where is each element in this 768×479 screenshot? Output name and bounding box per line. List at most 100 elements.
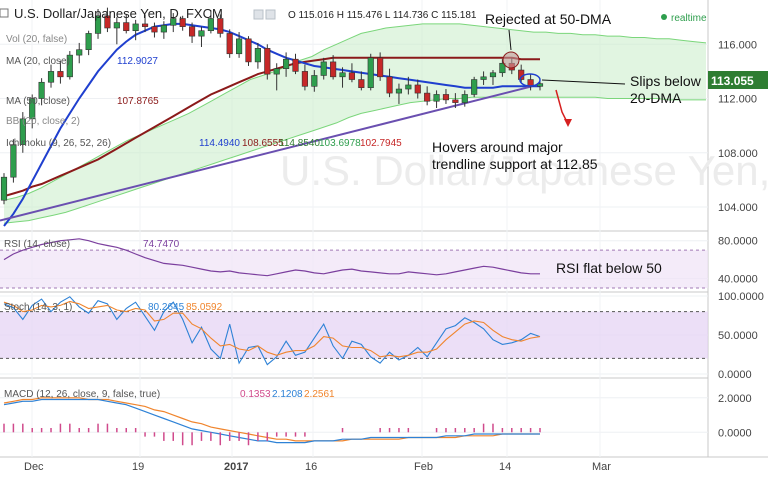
- x-tick-label: Dec: [24, 461, 44, 473]
- candle-body: [405, 84, 412, 90]
- x-tick-label: 16: [305, 461, 317, 473]
- stoch-k-line: [3, 296, 541, 366]
- settings-icon[interactable]: [253, 9, 264, 20]
- ichimoku-span-b: [3, 96, 706, 224]
- candle-body: [320, 61, 327, 76]
- close-icon[interactable]: [265, 9, 276, 20]
- ma50-value: 107.8765: [117, 96, 159, 107]
- realtime-dot-icon: [661, 14, 667, 20]
- candle-body: [301, 71, 308, 87]
- candle-body: [433, 94, 440, 102]
- macd-line: [3, 398, 540, 444]
- annotation-slips-2: 20-DMA: [630, 90, 682, 106]
- y-tick-label: 108.000: [718, 148, 758, 160]
- candle-body: [179, 18, 186, 27]
- candle-body: [245, 38, 252, 63]
- y-tick-label: 80.0000: [718, 236, 758, 248]
- candle-body: [424, 92, 431, 102]
- y-tick-label: 40.0000: [718, 274, 758, 286]
- candle-body: [10, 144, 17, 178]
- indicator-lines: [0, 22, 540, 227]
- ma20-legend: MA (20, close): [6, 56, 70, 67]
- y-tick-label: 116.000: [718, 39, 757, 51]
- trendline: [0, 85, 533, 222]
- annotation-slips-1: Slips below: [630, 73, 702, 89]
- annotation-arrow: [541, 79, 626, 85]
- stoch-band-fill: [0, 311, 708, 359]
- rejection-highlight-circle: [502, 51, 520, 69]
- candle-body: [452, 99, 459, 103]
- candle-body: [358, 79, 365, 88]
- ichimoku-value-1: 114.4940: [199, 138, 240, 149]
- candle-body: [170, 18, 177, 26]
- candle-body: [330, 61, 337, 78]
- candle-body: [217, 18, 224, 34]
- ma20-line: [3, 22, 540, 227]
- ohlc-values: O 115.016 H 115.476 L 114.736 C 115.181: [288, 10, 477, 21]
- x-axis-ticks: Dec 19 2017 16 Feb 14 Mar: [24, 461, 611, 473]
- annotation-rejected: Rejected at 50-DMA: [485, 11, 612, 27]
- y-tick-label: 104.000: [718, 202, 758, 214]
- candle-body: [113, 22, 120, 29]
- candle-body: [273, 68, 280, 75]
- candle-body: [226, 33, 233, 55]
- x-tick-label: Mar: [592, 461, 611, 473]
- candle-body: [47, 71, 55, 83]
- candle-body: [207, 18, 214, 32]
- realtime-label: realtime: [671, 13, 707, 24]
- annotation-hovers-2: trendline support at 112.85: [432, 156, 598, 172]
- candle-body: [395, 88, 403, 94]
- collapse-icon[interactable]: [0, 8, 9, 18]
- ichimoku-value-5: 102.7945: [360, 138, 402, 149]
- ichimoku-value-2: 108.6555: [242, 138, 284, 149]
- symbol-watermark: U.S. Dollar/Japanese Yen, D, FXCM: [280, 147, 768, 194]
- price-badge-value: 113.055: [711, 74, 754, 88]
- macd-signal-value: 2.2561: [304, 389, 335, 400]
- x-tick-label: 2017: [224, 461, 248, 473]
- ichimoku-span-a: [3, 23, 707, 201]
- stoch-d-line: [3, 300, 541, 358]
- bb-legend: BB (20, close, 2): [6, 116, 80, 127]
- x-tick-label: 19: [132, 461, 144, 473]
- ma20-value: 112.9027: [117, 56, 158, 67]
- candle-body: [264, 48, 271, 75]
- y-tick-label: 0.0000: [718, 427, 752, 439]
- header-toolbar-icons[interactable]: [253, 9, 276, 20]
- panel-frames: [0, 0, 768, 458]
- candle-body: [66, 54, 73, 78]
- candle-body: [151, 26, 158, 33]
- x-tick-label: Feb: [414, 461, 433, 473]
- candle-body: [160, 24, 167, 33]
- candle-body: [461, 94, 468, 103]
- candle-body: [367, 57, 374, 88]
- y-tick-label: 100.0000: [718, 291, 764, 303]
- x-tick-label: 14: [499, 461, 511, 473]
- symbol-title: U.S. Dollar/Japanese Yen, D, FXCM: [14, 6, 223, 21]
- macd-histogram: [3, 423, 541, 446]
- candle-body: [141, 23, 149, 27]
- ichimoku-legend: Ichimoku (9, 26, 52, 26): [6, 138, 111, 149]
- annotation-arrow: [508, 29, 512, 51]
- candle-body: [414, 84, 421, 94]
- candlesticks: [0, 7, 544, 205]
- y-tick-label: 112.000: [718, 94, 757, 106]
- down-arrowhead-icon: [564, 119, 572, 127]
- y-tick-label: 2.0000: [718, 393, 752, 405]
- candle-body: [188, 26, 196, 37]
- candle-body: [254, 48, 261, 63]
- oscillator-lines: [3, 238, 541, 444]
- stoch-legend: Stoch (14, 3, 1): [4, 302, 72, 313]
- candle-body: [198, 30, 205, 37]
- candle-body: [442, 94, 450, 101]
- candle-body: [283, 58, 290, 69]
- candle-body: [57, 71, 64, 78]
- macd-hist-value: 0.1353: [240, 389, 271, 400]
- price-badge: [708, 71, 768, 89]
- candle-body: [348, 72, 356, 80]
- candle-body: [489, 72, 497, 78]
- candle-body: [38, 81, 45, 99]
- candle-body: [499, 62, 506, 74]
- stoch-d-value: 85.0592: [186, 302, 223, 313]
- candle-body: [339, 72, 346, 78]
